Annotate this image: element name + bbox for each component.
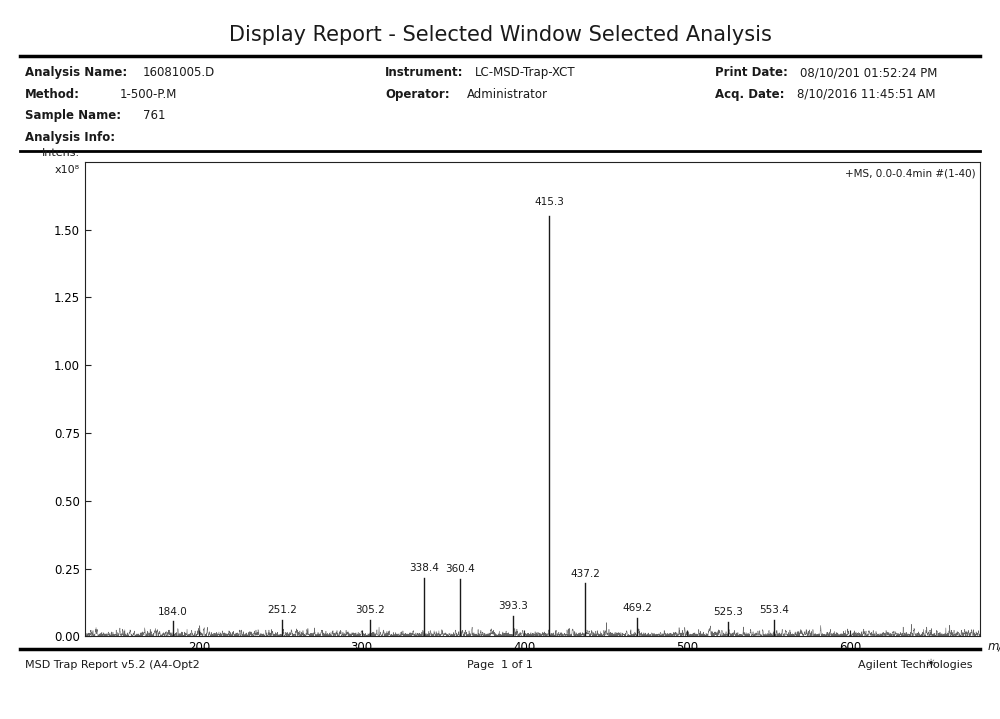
Text: Method:: Method: <box>25 88 80 101</box>
Text: Analysis Info:: Analysis Info: <box>25 131 115 144</box>
Text: 525.3: 525.3 <box>713 608 743 618</box>
Text: 305.2: 305.2 <box>355 605 385 615</box>
Text: 553.4: 553.4 <box>759 605 789 615</box>
Text: 415.3: 415.3 <box>534 196 564 206</box>
Text: 08/10/201 01:52:24 PM: 08/10/201 01:52:24 PM <box>800 66 937 79</box>
Text: Page  1 of 1: Page 1 of 1 <box>467 660 533 670</box>
Text: LC-MSD-Trap-XCT: LC-MSD-Trap-XCT <box>475 66 576 79</box>
Text: 761: 761 <box>143 109 166 122</box>
Text: 360.4: 360.4 <box>445 564 475 574</box>
Text: Display Report - Selected Window Selected Analysis: Display Report - Selected Window Selecte… <box>229 25 771 45</box>
Text: Intens.: Intens. <box>42 148 80 158</box>
Text: x10⁸: x10⁸ <box>55 165 80 175</box>
Text: Instrument:: Instrument: <box>385 66 464 79</box>
Text: 16081005.D: 16081005.D <box>143 66 215 79</box>
Text: MSD Trap Report v5.2 (A4-Opt2: MSD Trap Report v5.2 (A4-Opt2 <box>25 660 200 670</box>
Text: Operator:: Operator: <box>385 88 450 101</box>
Text: 393.3: 393.3 <box>499 601 528 611</box>
Text: ☀: ☀ <box>925 659 935 669</box>
Text: 437.2: 437.2 <box>570 569 600 579</box>
Text: 251.2: 251.2 <box>267 605 297 615</box>
Text: Analysis Name:: Analysis Name: <box>25 66 127 79</box>
Text: 338.4: 338.4 <box>409 563 439 573</box>
Text: 1-500-P.M: 1-500-P.M <box>120 88 177 101</box>
Text: 184.0: 184.0 <box>158 607 188 616</box>
Text: Acq. Date:: Acq. Date: <box>715 88 784 101</box>
Text: m/z: m/z <box>988 640 1000 653</box>
Text: 8/10/2016 11:45:51 AM: 8/10/2016 11:45:51 AM <box>797 88 935 101</box>
Text: 469.2: 469.2 <box>622 603 652 613</box>
Text: Print Date:: Print Date: <box>715 66 788 79</box>
Text: Agilent Technologies: Agilent Technologies <box>858 660 972 670</box>
Text: Sample Name:: Sample Name: <box>25 109 121 122</box>
Text: +MS, 0.0-0.4min #(1-40): +MS, 0.0-0.4min #(1-40) <box>845 169 976 179</box>
Text: Administrator: Administrator <box>467 88 548 101</box>
